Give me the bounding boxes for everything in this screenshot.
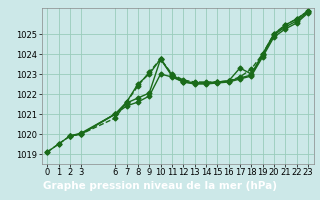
Text: Graphe pression niveau de la mer (hPa): Graphe pression niveau de la mer (hPa)	[43, 181, 277, 191]
